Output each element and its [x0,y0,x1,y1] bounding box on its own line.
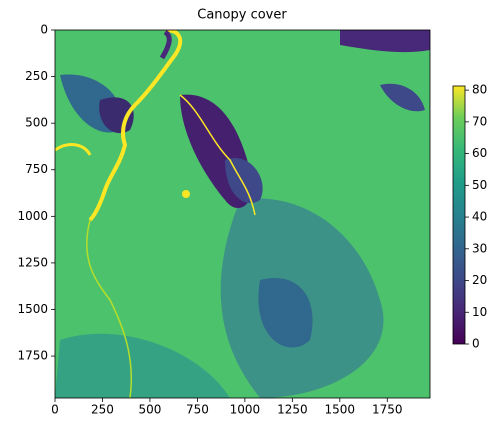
colorbar-tick-label: 0 [472,337,480,351]
colorbar-tick-label: 60 [472,146,487,160]
y-tick-label: 250 [25,69,48,83]
colorbar-tick-label: 70 [472,114,487,128]
x-tick-label: 1750 [372,403,403,417]
y-tick-label: 1750 [17,349,48,363]
axes-frame [54,29,431,399]
y-tick-label: 0 [40,23,48,37]
x-tick-label: 1500 [325,403,356,417]
colorbar-tick-label: 20 [472,273,487,287]
y-tick-label: 750 [25,162,48,176]
raster-image [55,30,430,398]
y-tick-label: 1000 [17,209,48,223]
y-tick-label: 500 [25,116,48,130]
colorbar-tick-label: 50 [472,178,487,192]
x-tick-label: 1250 [277,403,308,417]
x-tick-label: 750 [186,403,209,417]
x-tick-label: 1000 [230,403,261,417]
colorbar-tick-label: 40 [472,210,487,224]
y-tick-label: 1500 [17,302,48,316]
chart-title: Canopy cover [197,8,287,23]
colorbar-tick-label: 30 [472,241,487,255]
y-tick-label: 1250 [17,255,48,269]
x-tick-label: 250 [91,403,114,417]
x-tick-label: 0 [51,403,59,417]
colorbar-tick-label: 10 [472,305,487,319]
x-tick-label: 500 [138,403,161,417]
colorbar-tick-label: 80 [472,83,487,97]
colorbar [452,85,466,345]
